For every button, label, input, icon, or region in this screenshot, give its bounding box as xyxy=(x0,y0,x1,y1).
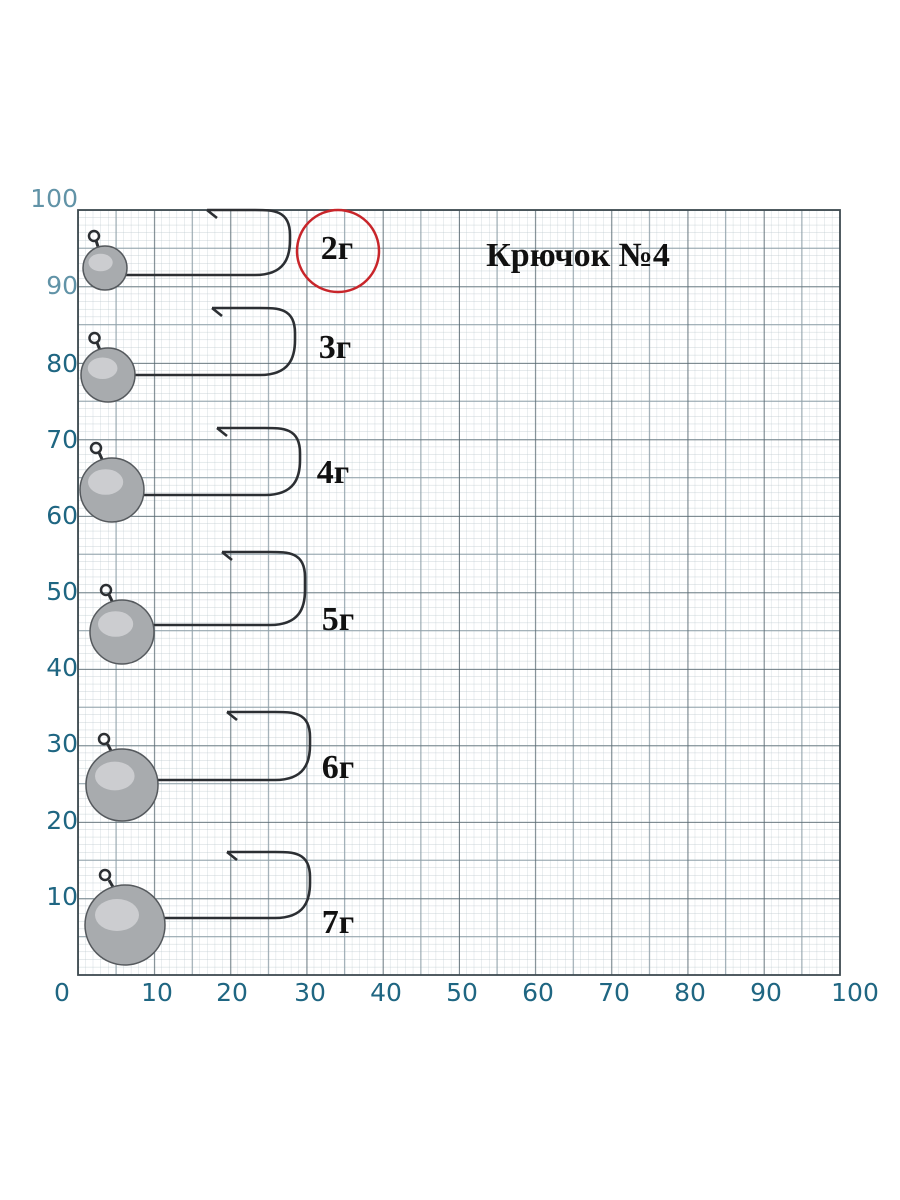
hook-eye xyxy=(97,732,111,746)
y-axis-label: 50 xyxy=(46,577,78,606)
eye-stem xyxy=(106,743,113,752)
hook-eye xyxy=(89,441,103,455)
ball-shine xyxy=(88,469,124,495)
weight-label: 3г xyxy=(319,329,351,366)
ball-shine xyxy=(95,899,139,931)
x-axis-label: 80 xyxy=(674,978,706,1007)
eye-stem xyxy=(107,594,114,603)
weight-label: 2г xyxy=(321,230,353,267)
jig-heads xyxy=(79,208,312,966)
hook-eye xyxy=(98,868,112,882)
hook-eye xyxy=(99,583,113,597)
highlight-circle xyxy=(295,208,381,294)
ball-shine xyxy=(98,611,134,637)
x-axis-label: 60 xyxy=(522,978,554,1007)
title: Крючок №4 xyxy=(486,237,670,274)
ball-shine xyxy=(95,761,135,791)
eye-stem xyxy=(97,452,104,461)
weight-label: 4г xyxy=(317,454,349,491)
hook xyxy=(112,426,302,497)
y-axis-label: 80 xyxy=(46,349,78,378)
hook xyxy=(108,306,297,377)
x-axis-label: 100 xyxy=(831,978,879,1007)
ball-shine xyxy=(88,253,113,272)
y-axis-label: 10 xyxy=(46,882,78,911)
y-axis-label: 90 xyxy=(46,271,78,300)
y-axis-label: 100 xyxy=(30,184,78,213)
y-axis-label: 70 xyxy=(46,425,78,454)
hook-eye xyxy=(88,331,101,345)
y-axis-label: 40 xyxy=(46,653,78,682)
hook xyxy=(122,550,307,627)
x-axis-label: 0 xyxy=(54,978,70,1007)
x-axis-label: 30 xyxy=(294,978,326,1007)
weight-label: 5г xyxy=(322,601,354,638)
ball-shine xyxy=(87,357,118,380)
major-grid xyxy=(78,210,840,975)
x-axis-label: 20 xyxy=(216,978,248,1007)
hook xyxy=(105,208,292,277)
eye-stem xyxy=(107,879,115,888)
grid-border xyxy=(77,209,841,976)
hook xyxy=(125,850,312,920)
x-axis-label: 50 xyxy=(446,978,478,1007)
hook-eye xyxy=(87,229,101,243)
weight-label: 6г xyxy=(322,749,354,786)
y-axis-label: 30 xyxy=(46,729,78,758)
weight-label: 7г xyxy=(322,904,354,941)
x-axis-label: 90 xyxy=(750,978,782,1007)
x-axis-label: 70 xyxy=(598,978,630,1007)
y-axis-label: 20 xyxy=(46,806,78,835)
y-axis-label: 60 xyxy=(46,501,78,530)
x-axis-label: 40 xyxy=(370,978,402,1007)
hook xyxy=(122,710,312,782)
labels: 0 10 20 30 40 50 60 70 80 90 100 10 20 30 40 50 60 70 80 90… xyxy=(30,184,879,1007)
x-axis-label: 10 xyxy=(141,978,173,1007)
